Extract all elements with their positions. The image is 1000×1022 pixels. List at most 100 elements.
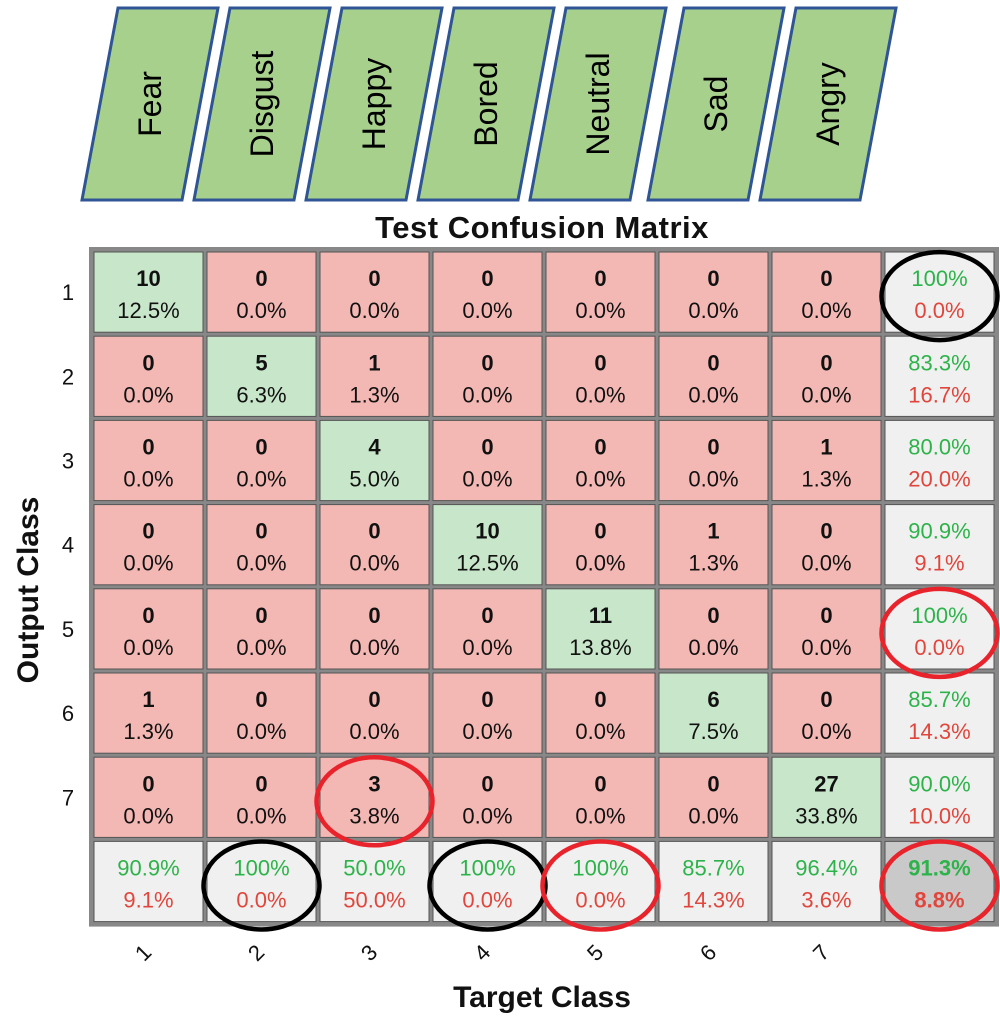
- row-summary-1-bottom: 0.0%: [914, 298, 964, 323]
- cell-5-6-top: 0: [707, 603, 719, 628]
- cell-6-4-top: 0: [481, 687, 493, 712]
- cell-3-4: 0 0.0%: [432, 419, 543, 502]
- cell-bg: [319, 251, 430, 333]
- black-circle-col-summary-2: [201, 839, 322, 932]
- cell-bg: [658, 504, 769, 586]
- cell-bg: [93, 756, 204, 838]
- row-summary-5-top: 100%: [911, 603, 967, 628]
- cell-5-1: 0 0.0%: [93, 588, 204, 670]
- cell-2-4: 0 0.0%: [432, 335, 543, 417]
- cell-3-2-top: 0: [255, 435, 267, 460]
- cell-4-5-bottom: 0.0%: [575, 551, 625, 576]
- cell-3-2-bottom: 0.0%: [236, 467, 286, 492]
- cell-1-1-top: 10: [136, 266, 160, 291]
- cell-2-5-top: 0: [594, 350, 606, 375]
- cell-6-6-top: 6: [707, 687, 719, 712]
- summary-bg: [884, 672, 995, 754]
- cell-5-3: 0 0.0%: [319, 588, 430, 670]
- col-summary-3: 50.0% 50.0%: [319, 840, 430, 923]
- col-summary-5: 100% 0.0%: [545, 840, 656, 923]
- cell-bg: [93, 419, 204, 502]
- cell-4-6: 1 1.3%: [658, 504, 769, 586]
- row-label-6: 6: [62, 701, 74, 726]
- cell-4-6-bottom: 1.3%: [688, 551, 738, 576]
- cell-7-4: 0 0.0%: [432, 756, 543, 838]
- row-label-3: 3: [62, 449, 74, 474]
- cell-bg: [206, 504, 317, 586]
- cell-6-4: 0 0.0%: [432, 672, 543, 754]
- cell-7-1: 0 0.0%: [93, 756, 204, 838]
- col-summary-5-top: 100%: [572, 856, 628, 881]
- cell-bg: [319, 335, 430, 417]
- black-circle-col-summary-4: [427, 839, 548, 932]
- cell-7-7: 27 33.8%: [771, 756, 882, 838]
- row-summary-6: 85.7% 14.3%: [884, 672, 995, 754]
- overall-bottom: 8.8%: [914, 888, 964, 913]
- cell-5-3-top: 0: [368, 603, 380, 628]
- matrix-grid: 1012.5%00.0%00.0%00.0%00.0%00.0%00.0%100…: [89, 247, 999, 927]
- banner-shape: [646, 6, 786, 202]
- col-summary-4-top: 100%: [459, 856, 515, 881]
- col-summary-1-top: 90.9%: [117, 856, 179, 881]
- cell-7-6: 0 0.0%: [658, 756, 769, 838]
- cell-2-1: 0 0.0%: [93, 335, 204, 417]
- cell-7-2-bottom: 0.0%: [236, 803, 286, 828]
- emotion-label: Neutral: [580, 52, 616, 155]
- banner-shape: [304, 6, 444, 202]
- overall-top: 91.3%: [908, 856, 970, 881]
- cell-6-1-bottom: 1.3%: [123, 719, 173, 744]
- emotion-banner-disgust: Disgust: [192, 6, 332, 202]
- cell-bg: [771, 504, 882, 586]
- cell-bg: [206, 588, 317, 670]
- emotion-banner-happy: Happy: [304, 6, 444, 202]
- cell-6-5-top: 0: [594, 687, 606, 712]
- cell-3-5: 0 0.0%: [545, 419, 656, 502]
- cell-1-6-bottom: 0.0%: [688, 298, 738, 323]
- cell-2-5-bottom: 0.0%: [575, 382, 625, 407]
- cell-bg: [771, 419, 882, 502]
- cell-7-5-bottom: 0.0%: [575, 803, 625, 828]
- cell-bg: [206, 251, 317, 333]
- cell-2-7-top: 0: [820, 350, 832, 375]
- cell-6-6-bottom: 7.5%: [688, 719, 738, 744]
- emotion-label: Fear: [132, 71, 168, 137]
- cell-7-4-bottom: 0.0%: [462, 803, 512, 828]
- col-summary-7-bottom: 3.6%: [801, 888, 851, 913]
- cell-bg: [658, 672, 769, 754]
- cell-1-7: 0 0.0%: [771, 251, 882, 333]
- cell-bg: [545, 504, 656, 586]
- cell-6-7: 0 0.0%: [771, 672, 882, 754]
- col-label-1: 1: [130, 940, 156, 966]
- row-summary-3: 80.0% 20.0%: [884, 419, 995, 502]
- cell-1-5: 0 0.0%: [545, 251, 656, 333]
- cell-bg: [658, 419, 769, 502]
- overall-bg: [884, 840, 995, 923]
- cell-5-6-bottom: 0.0%: [688, 635, 738, 660]
- cell-3-4-top: 0: [481, 435, 493, 460]
- cell-5-2-bottom: 0.0%: [236, 635, 286, 660]
- row-summary-3-bottom: 20.0%: [908, 467, 970, 492]
- cell-7-4-top: 0: [481, 771, 493, 796]
- cell-2-6-bottom: 0.0%: [688, 382, 738, 407]
- row-label-7: 7: [62, 785, 74, 810]
- emotion-banners: Fear Disgust Happy Bored Neutral Sad Angry: [80, 6, 898, 202]
- cell-bg: [545, 335, 656, 417]
- col-summary-3-top: 50.0%: [343, 856, 405, 881]
- cell-4-5-top: 0: [594, 519, 606, 544]
- row-summary-4-top: 90.9%: [908, 519, 970, 544]
- cell-5-6: 0 0.0%: [658, 588, 769, 670]
- cell-5-2-top: 0: [255, 603, 267, 628]
- banner-shape: [416, 6, 556, 202]
- overall-accuracy: 91.3% 8.8%: [884, 840, 995, 923]
- cell-bg: [93, 588, 204, 670]
- col-summary-2: 100% 0.0%: [206, 840, 317, 923]
- cell-3-7-bottom: 1.3%: [801, 467, 851, 492]
- cell-3-2: 0 0.0%: [206, 419, 317, 502]
- emotion-banner-bored: Bored: [416, 6, 556, 202]
- cell-5-5-top: 11: [589, 603, 612, 628]
- cell-bg: [545, 672, 656, 754]
- col-label-3: 3: [356, 940, 382, 966]
- cell-6-5-bottom: 0.0%: [575, 719, 625, 744]
- row-label-2: 2: [62, 364, 74, 389]
- cell-3-3-top: 4: [368, 435, 381, 460]
